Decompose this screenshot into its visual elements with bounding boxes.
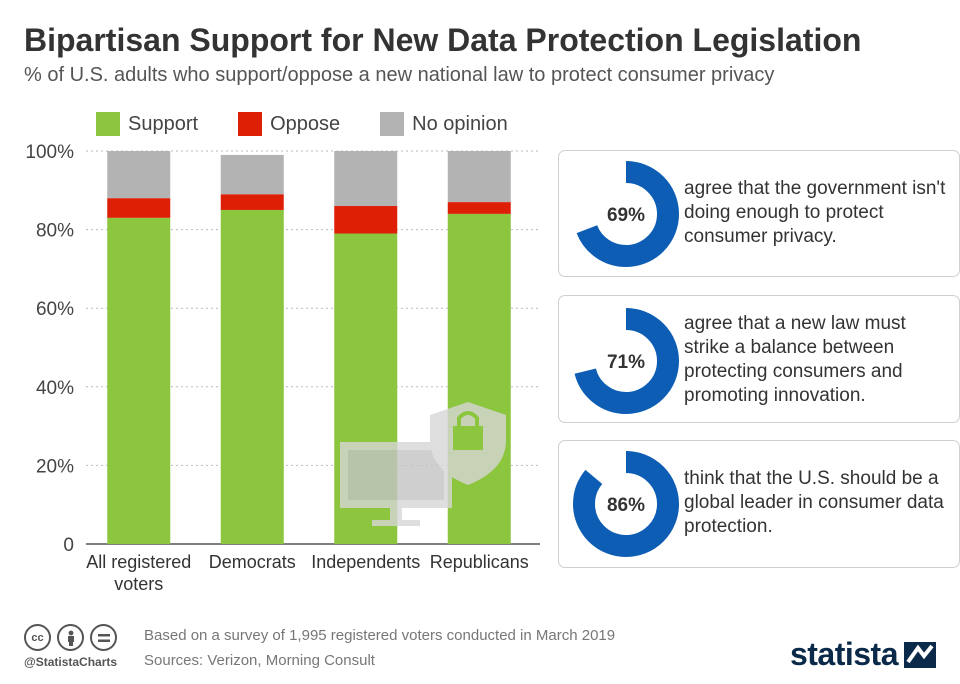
brand-name: statista: [789, 636, 899, 672]
social-handle: @StatistaCharts: [24, 655, 118, 669]
donut-arc: [573, 451, 679, 557]
bar-segment-support: [220, 209, 284, 544]
bar-segment-no-opinion: [447, 151, 511, 203]
cc-icon: cc: [24, 624, 51, 651]
bar-segment-oppose: [447, 202, 511, 214]
bar-segment-no-opinion: [220, 154, 284, 195]
legend-item-oppose: Oppose: [238, 112, 340, 136]
donut-chart-icon: 69%: [573, 161, 679, 267]
y-tick-label: 80%: [36, 221, 74, 242]
statista-logo-icon: [904, 641, 936, 668]
page-subtitle: % of U.S. adults who support/oppose a ne…: [24, 64, 775, 86]
legend-label-no-opinion: No opinion: [412, 112, 508, 135]
donut-chart-icon: 71%: [573, 308, 679, 414]
stat-text-2: agree that a new law must strike a balan…: [684, 313, 906, 406]
brand-logo: statista: [790, 636, 936, 673]
legend-item-support: Support: [96, 112, 198, 136]
y-tick-label: 60%: [36, 299, 74, 320]
page-title: Bipartisan Support for New Data Protecti…: [24, 22, 862, 58]
legend-swatch-oppose: [238, 112, 263, 136]
stacked-bar-chart: 0 20% 40% 60% 80% 100% All registered voters De…: [25, 142, 540, 594]
donut-chart-icon: 86%: [573, 451, 679, 557]
legend-label-support: Support: [128, 112, 199, 135]
stat-card-3: 86% think that the U.S. should be a glob…: [558, 440, 960, 568]
bar-segment-oppose: [334, 206, 398, 234]
stat-percent-2: 71%: [607, 352, 645, 373]
legend-item-no-opinion: No opinion: [380, 112, 508, 136]
donut-arc: [573, 161, 679, 267]
bar-segment-support: [107, 217, 171, 544]
license-icons: cc: [24, 624, 117, 651]
no-derivatives-icon: [90, 624, 117, 651]
stat-percent-3: 86%: [607, 495, 645, 516]
security-illustration-icon: [340, 402, 506, 526]
y-tick-label: 20%: [36, 456, 74, 477]
survey-note: Based on a survey of 1,995 registered vo…: [144, 627, 616, 644]
x-tick-label: Independents: [311, 552, 420, 572]
sources-line: Sources: Verizon, Morning Consult: [144, 652, 375, 669]
bar-segment-oppose: [107, 198, 171, 218]
stat-card-1: 69% agree that the government isn't doin…: [558, 150, 960, 277]
stat-percent-1: 69%: [607, 205, 645, 226]
bar-segment-support: [447, 213, 511, 544]
attribution-icon: [57, 624, 84, 651]
bar-segment-no-opinion: [107, 151, 171, 199]
chart-legend: Support Oppose No opinion: [96, 112, 508, 136]
x-tick-label: Democrats: [209, 552, 296, 572]
y-tick-label: 0: [63, 535, 74, 556]
legend-label-oppose: Oppose: [270, 112, 341, 135]
legend-swatch-no-opinion: [380, 112, 405, 136]
legend-swatch-support: [96, 112, 120, 136]
y-tick-label: 40%: [36, 378, 74, 399]
x-tick-label: Republicans: [430, 552, 529, 572]
donut-arc: [573, 308, 679, 414]
stat-text-1: agree that the government isn't doing en…: [684, 178, 946, 247]
bar-segment-no-opinion: [334, 151, 398, 207]
stat-card-2: 71% agree that a new law must strike a b…: [558, 295, 960, 423]
stat-text-3: think that the U.S. should be a global l…: [684, 468, 944, 537]
bar-segment-oppose: [220, 194, 284, 210]
y-tick-label: 100%: [25, 142, 74, 163]
x-tick-label: All registered voters: [86, 552, 191, 594]
